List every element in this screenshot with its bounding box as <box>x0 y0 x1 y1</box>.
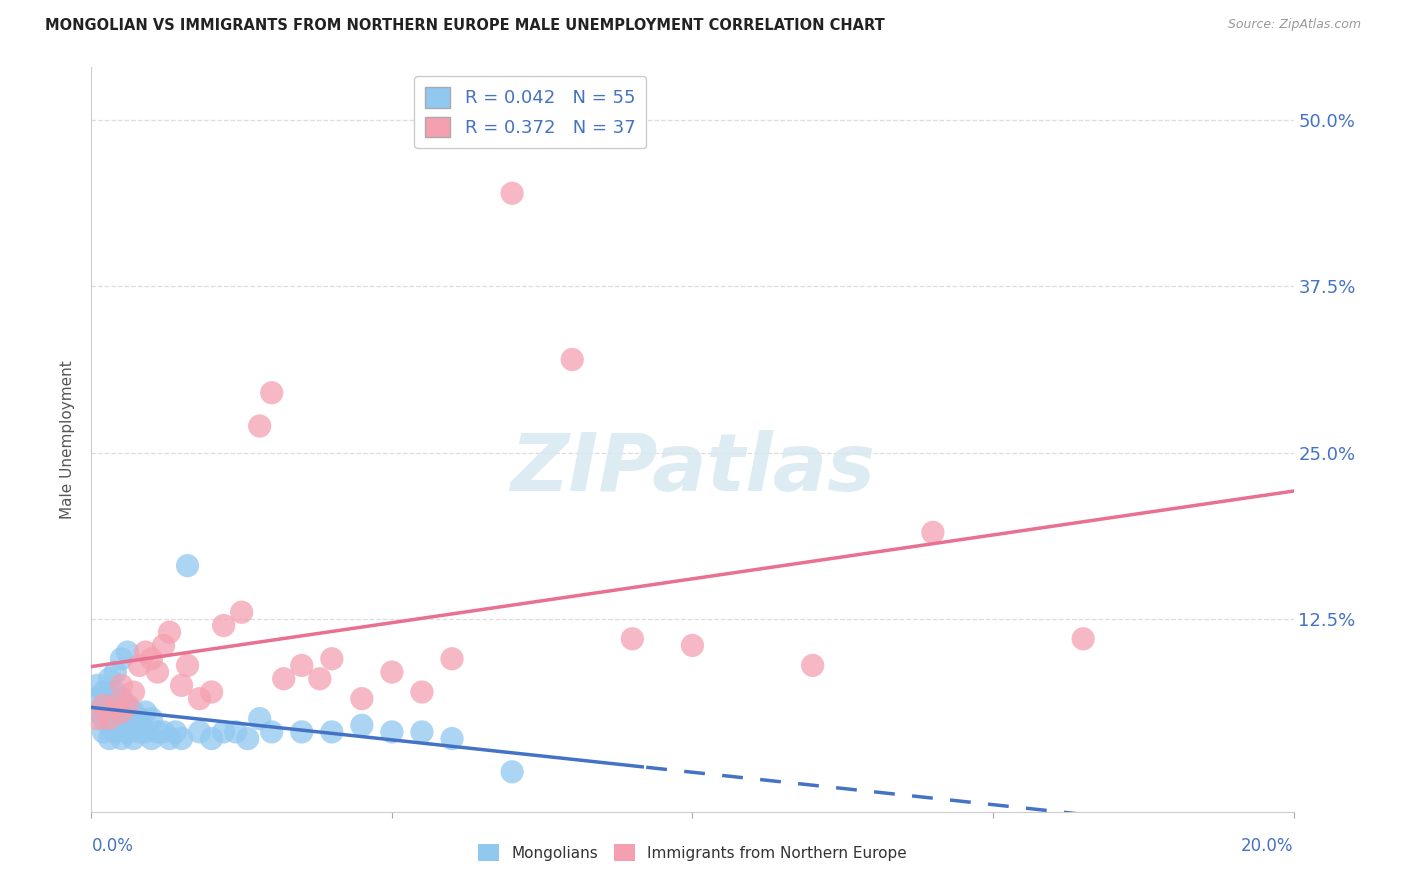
Legend: Mongolians, Immigrants from Northern Europe: Mongolians, Immigrants from Northern Eur… <box>472 838 912 867</box>
Point <box>801 658 824 673</box>
Point <box>212 618 235 632</box>
Point <box>170 678 193 692</box>
Point <box>117 725 139 739</box>
Point <box>212 725 235 739</box>
Text: MONGOLIAN VS IMMIGRANTS FROM NORTHERN EUROPE MALE UNEMPLOYMENT CORRELATION CHART: MONGOLIAN VS IMMIGRANTS FROM NORTHERN EU… <box>45 18 884 33</box>
Point <box>104 698 127 713</box>
Point <box>176 658 198 673</box>
Point <box>110 691 132 706</box>
Point <box>260 385 283 400</box>
Point <box>188 691 211 706</box>
Point <box>350 691 373 706</box>
Point <box>225 725 247 739</box>
Point <box>501 186 523 201</box>
Point <box>117 712 139 726</box>
Point <box>321 725 343 739</box>
Point <box>440 731 463 746</box>
Point <box>165 725 187 739</box>
Point <box>188 725 211 739</box>
Point <box>273 672 295 686</box>
Point <box>291 725 314 739</box>
Point <box>93 725 115 739</box>
Point <box>159 625 181 640</box>
Point <box>134 645 156 659</box>
Text: ZIPatlas: ZIPatlas <box>510 430 875 508</box>
Text: Source: ZipAtlas.com: Source: ZipAtlas.com <box>1227 18 1361 31</box>
Point <box>128 658 150 673</box>
Point <box>86 678 108 692</box>
Point <box>110 705 132 719</box>
Point <box>350 718 373 732</box>
Point <box>93 698 115 713</box>
Point <box>98 718 121 732</box>
Point <box>561 352 583 367</box>
Point <box>231 605 253 619</box>
Point <box>122 731 145 746</box>
Point <box>236 731 259 746</box>
Point <box>411 725 433 739</box>
Point <box>922 525 945 540</box>
Point <box>98 672 121 686</box>
Point <box>128 725 150 739</box>
Point <box>141 731 163 746</box>
Point <box>128 712 150 726</box>
Point <box>501 764 523 779</box>
Point <box>321 652 343 666</box>
Point <box>249 419 271 434</box>
Point <box>93 685 115 699</box>
Point <box>98 705 121 719</box>
Point <box>117 698 139 713</box>
Point <box>104 712 127 726</box>
Point <box>146 665 169 679</box>
Point <box>381 665 404 679</box>
Point <box>110 678 132 692</box>
Point <box>201 685 224 699</box>
Point <box>110 731 132 746</box>
Point <box>110 705 132 719</box>
Point <box>260 725 283 739</box>
Point <box>117 698 139 713</box>
Point <box>134 705 156 719</box>
Point <box>134 725 156 739</box>
Point <box>122 705 145 719</box>
Point <box>152 725 174 739</box>
Point <box>440 652 463 666</box>
Point <box>681 639 703 653</box>
Point <box>98 712 121 726</box>
Point <box>170 731 193 746</box>
Point <box>141 712 163 726</box>
Point <box>122 685 145 699</box>
Point <box>93 698 115 713</box>
Point <box>104 685 127 699</box>
Text: 0.0%: 0.0% <box>91 837 134 855</box>
Point <box>104 725 127 739</box>
Point <box>381 725 404 739</box>
Point <box>98 731 121 746</box>
Point <box>117 645 139 659</box>
Point <box>621 632 644 646</box>
Point <box>152 639 174 653</box>
Point <box>110 652 132 666</box>
Point <box>104 665 127 679</box>
Point <box>93 712 115 726</box>
Point <box>141 652 163 666</box>
Point <box>122 718 145 732</box>
Text: 20.0%: 20.0% <box>1241 837 1294 855</box>
Point <box>86 712 108 726</box>
Point <box>104 698 127 713</box>
Point <box>86 691 108 706</box>
Point <box>308 672 330 686</box>
Point <box>98 691 121 706</box>
Point <box>146 725 169 739</box>
Point <box>159 731 181 746</box>
Point <box>176 558 198 573</box>
Point <box>411 685 433 699</box>
Point <box>201 731 224 746</box>
Point <box>86 705 108 719</box>
Point <box>291 658 314 673</box>
Point <box>1071 632 1094 646</box>
Y-axis label: Male Unemployment: Male Unemployment <box>60 360 76 518</box>
Point <box>110 718 132 732</box>
Point <box>249 712 271 726</box>
